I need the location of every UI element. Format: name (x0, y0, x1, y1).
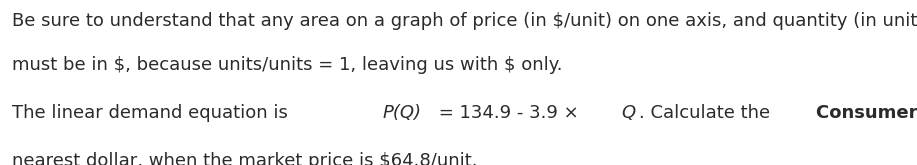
Text: . Calculate the: . Calculate the (639, 104, 776, 122)
Text: = 134.9 - 3.9 ×: = 134.9 - 3.9 × (433, 104, 579, 122)
Text: Be sure to understand that any area on a graph of price (in \$/unit) on one axis: Be sure to understand that any area on a… (12, 12, 917, 30)
Text: The linear demand equation is: The linear demand equation is (12, 104, 299, 122)
Text: nearest dollar, when the market price is \$64.8/unit.: nearest dollar, when the market price is… (12, 152, 478, 165)
Text: must be in \$, because units/units = 1, leaving us with \$ only.: must be in \$, because units/units = 1, … (12, 56, 562, 74)
Text: Q: Q (621, 104, 635, 122)
Text: P(Q): P(Q) (382, 104, 422, 122)
Text: Consumer Surplus: Consumer Surplus (816, 104, 917, 122)
